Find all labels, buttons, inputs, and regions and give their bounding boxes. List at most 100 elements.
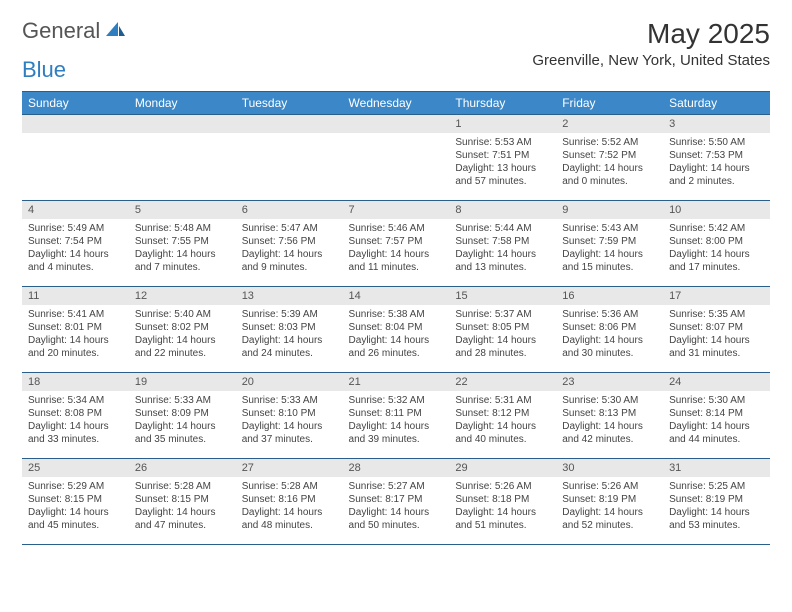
sunrise-text: Sunrise: 5:34 AM bbox=[28, 394, 123, 407]
day-number: 20 bbox=[236, 373, 343, 391]
sunset-text: Sunset: 7:55 PM bbox=[135, 235, 230, 248]
logo: General bbox=[22, 18, 128, 44]
calendar-day-cell: 4Sunrise: 5:49 AMSunset: 7:54 PMDaylight… bbox=[22, 201, 129, 287]
calendar-day-cell: 12Sunrise: 5:40 AMSunset: 8:02 PMDayligh… bbox=[129, 287, 236, 373]
calendar-day-cell: 21Sunrise: 5:32 AMSunset: 8:11 PMDayligh… bbox=[343, 373, 450, 459]
daylight-text: Daylight: 14 hours and 33 minutes. bbox=[28, 420, 123, 446]
day-details: Sunrise: 5:31 AMSunset: 8:12 PMDaylight:… bbox=[449, 391, 556, 449]
daylight-text: Daylight: 14 hours and 48 minutes. bbox=[242, 506, 337, 532]
sunset-text: Sunset: 8:15 PM bbox=[135, 493, 230, 506]
calendar-day-cell: 30Sunrise: 5:26 AMSunset: 8:19 PMDayligh… bbox=[556, 459, 663, 545]
day-details: Sunrise: 5:41 AMSunset: 8:01 PMDaylight:… bbox=[22, 305, 129, 363]
calendar-day-cell bbox=[343, 115, 450, 201]
logo-sail-icon bbox=[104, 20, 126, 43]
daylight-text: Daylight: 14 hours and 52 minutes. bbox=[562, 506, 657, 532]
sunset-text: Sunset: 8:19 PM bbox=[562, 493, 657, 506]
calendar-day-cell: 17Sunrise: 5:35 AMSunset: 8:07 PMDayligh… bbox=[663, 287, 770, 373]
sunrise-text: Sunrise: 5:36 AM bbox=[562, 308, 657, 321]
weekday-header: Sunday bbox=[22, 92, 129, 115]
day-number: 18 bbox=[22, 373, 129, 391]
day-number: 4 bbox=[22, 201, 129, 219]
sunset-text: Sunset: 8:05 PM bbox=[455, 321, 550, 334]
day-details: Sunrise: 5:39 AMSunset: 8:03 PMDaylight:… bbox=[236, 305, 343, 363]
calendar-day-cell: 22Sunrise: 5:31 AMSunset: 8:12 PMDayligh… bbox=[449, 373, 556, 459]
day-details: Sunrise: 5:30 AMSunset: 8:14 PMDaylight:… bbox=[663, 391, 770, 449]
daylight-text: Daylight: 14 hours and 4 minutes. bbox=[28, 248, 123, 274]
day-number-empty bbox=[22, 115, 129, 133]
day-number: 14 bbox=[343, 287, 450, 305]
day-number: 31 bbox=[663, 459, 770, 477]
sunrise-text: Sunrise: 5:50 AM bbox=[669, 136, 764, 149]
calendar-day-cell: 7Sunrise: 5:46 AMSunset: 7:57 PMDaylight… bbox=[343, 201, 450, 287]
daylight-text: Daylight: 14 hours and 7 minutes. bbox=[135, 248, 230, 274]
calendar-day-cell: 3Sunrise: 5:50 AMSunset: 7:53 PMDaylight… bbox=[663, 115, 770, 201]
calendar-week-row: 18Sunrise: 5:34 AMSunset: 8:08 PMDayligh… bbox=[22, 373, 770, 459]
day-number: 30 bbox=[556, 459, 663, 477]
day-number: 29 bbox=[449, 459, 556, 477]
sunset-text: Sunset: 8:13 PM bbox=[562, 407, 657, 420]
weekday-header: Wednesday bbox=[343, 92, 450, 115]
sunrise-text: Sunrise: 5:28 AM bbox=[135, 480, 230, 493]
day-details: Sunrise: 5:32 AMSunset: 8:11 PMDaylight:… bbox=[343, 391, 450, 449]
daylight-text: Daylight: 14 hours and 20 minutes. bbox=[28, 334, 123, 360]
day-number: 2 bbox=[556, 115, 663, 133]
day-number: 3 bbox=[663, 115, 770, 133]
day-number: 24 bbox=[663, 373, 770, 391]
calendar-day-cell bbox=[236, 115, 343, 201]
sunset-text: Sunset: 7:53 PM bbox=[669, 149, 764, 162]
sunset-text: Sunset: 8:07 PM bbox=[669, 321, 764, 334]
daylight-text: Daylight: 14 hours and 11 minutes. bbox=[349, 248, 444, 274]
sunrise-text: Sunrise: 5:28 AM bbox=[242, 480, 337, 493]
day-number: 15 bbox=[449, 287, 556, 305]
calendar-day-cell: 29Sunrise: 5:26 AMSunset: 8:18 PMDayligh… bbox=[449, 459, 556, 545]
sunrise-text: Sunrise: 5:25 AM bbox=[669, 480, 764, 493]
sunrise-text: Sunrise: 5:48 AM bbox=[135, 222, 230, 235]
calendar-day-cell: 16Sunrise: 5:36 AMSunset: 8:06 PMDayligh… bbox=[556, 287, 663, 373]
weekday-header: Friday bbox=[556, 92, 663, 115]
sunrise-text: Sunrise: 5:27 AM bbox=[349, 480, 444, 493]
daylight-text: Daylight: 14 hours and 22 minutes. bbox=[135, 334, 230, 360]
sunset-text: Sunset: 8:04 PM bbox=[349, 321, 444, 334]
title-block: May 2025 Greenville, New York, United St… bbox=[532, 18, 770, 69]
calendar-week-row: 1Sunrise: 5:53 AMSunset: 7:51 PMDaylight… bbox=[22, 115, 770, 201]
day-details: Sunrise: 5:46 AMSunset: 7:57 PMDaylight:… bbox=[343, 219, 450, 277]
day-number-empty bbox=[343, 115, 450, 133]
calendar-day-cell: 10Sunrise: 5:42 AMSunset: 8:00 PMDayligh… bbox=[663, 201, 770, 287]
sunset-text: Sunset: 8:02 PM bbox=[135, 321, 230, 334]
sunset-text: Sunset: 8:16 PM bbox=[242, 493, 337, 506]
day-details: Sunrise: 5:25 AMSunset: 8:19 PMDaylight:… bbox=[663, 477, 770, 535]
sunrise-text: Sunrise: 5:53 AM bbox=[455, 136, 550, 149]
day-details: Sunrise: 5:28 AMSunset: 8:16 PMDaylight:… bbox=[236, 477, 343, 535]
day-number: 22 bbox=[449, 373, 556, 391]
day-number: 5 bbox=[129, 201, 236, 219]
daylight-text: Daylight: 14 hours and 51 minutes. bbox=[455, 506, 550, 532]
sunrise-text: Sunrise: 5:29 AM bbox=[28, 480, 123, 493]
day-details: Sunrise: 5:36 AMSunset: 8:06 PMDaylight:… bbox=[556, 305, 663, 363]
daylight-text: Daylight: 14 hours and 0 minutes. bbox=[562, 162, 657, 188]
calendar-day-cell: 14Sunrise: 5:38 AMSunset: 8:04 PMDayligh… bbox=[343, 287, 450, 373]
day-number: 9 bbox=[556, 201, 663, 219]
sunset-text: Sunset: 8:01 PM bbox=[28, 321, 123, 334]
calendar-day-cell: 20Sunrise: 5:33 AMSunset: 8:10 PMDayligh… bbox=[236, 373, 343, 459]
sunrise-text: Sunrise: 5:40 AM bbox=[135, 308, 230, 321]
calendar-day-cell: 31Sunrise: 5:25 AMSunset: 8:19 PMDayligh… bbox=[663, 459, 770, 545]
calendar-day-cell: 28Sunrise: 5:27 AMSunset: 8:17 PMDayligh… bbox=[343, 459, 450, 545]
daylight-text: Daylight: 14 hours and 30 minutes. bbox=[562, 334, 657, 360]
sunrise-text: Sunrise: 5:32 AM bbox=[349, 394, 444, 407]
daylight-text: Daylight: 14 hours and 35 minutes. bbox=[135, 420, 230, 446]
day-details: Sunrise: 5:27 AMSunset: 8:17 PMDaylight:… bbox=[343, 477, 450, 535]
day-number-empty bbox=[129, 115, 236, 133]
day-details: Sunrise: 5:40 AMSunset: 8:02 PMDaylight:… bbox=[129, 305, 236, 363]
calendar-day-cell bbox=[22, 115, 129, 201]
day-details: Sunrise: 5:52 AMSunset: 7:52 PMDaylight:… bbox=[556, 133, 663, 191]
calendar-day-cell: 8Sunrise: 5:44 AMSunset: 7:58 PMDaylight… bbox=[449, 201, 556, 287]
sunset-text: Sunset: 8:08 PM bbox=[28, 407, 123, 420]
day-details: Sunrise: 5:37 AMSunset: 8:05 PMDaylight:… bbox=[449, 305, 556, 363]
calendar-week-row: 11Sunrise: 5:41 AMSunset: 8:01 PMDayligh… bbox=[22, 287, 770, 373]
sunrise-text: Sunrise: 5:47 AM bbox=[242, 222, 337, 235]
day-details: Sunrise: 5:53 AMSunset: 7:51 PMDaylight:… bbox=[449, 133, 556, 191]
day-details: Sunrise: 5:29 AMSunset: 8:15 PMDaylight:… bbox=[22, 477, 129, 535]
day-number: 27 bbox=[236, 459, 343, 477]
day-number: 10 bbox=[663, 201, 770, 219]
sunset-text: Sunset: 7:54 PM bbox=[28, 235, 123, 248]
